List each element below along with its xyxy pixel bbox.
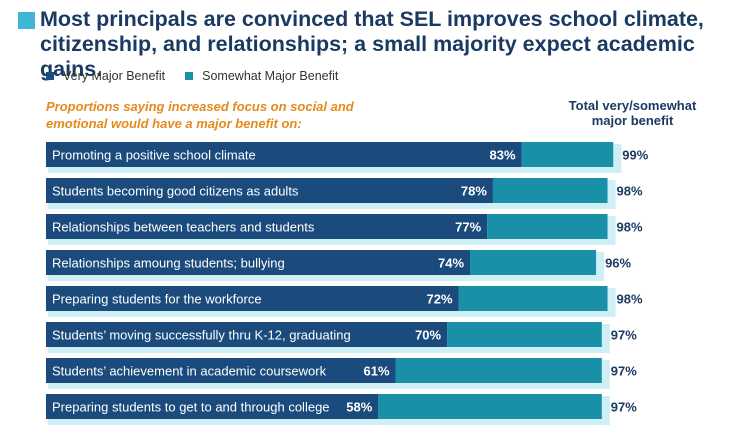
bar-somewhat-major <box>521 142 614 167</box>
very-value-label: 58% <box>346 400 372 415</box>
category-label: Relationships between teachers and stude… <box>52 220 315 235</box>
legend: Very Major Benefit Somewhat Major Benefi… <box>46 69 358 83</box>
chart-subtitle: Proportions saying increased focus on so… <box>46 98 406 132</box>
total-value-label: 97% <box>611 400 637 415</box>
very-value-label: 72% <box>427 292 453 307</box>
bar-somewhat-major <box>395 358 602 383</box>
very-value-label: 78% <box>461 184 487 199</box>
category-label: Students becoming good citizens as adult… <box>52 184 299 199</box>
very-value-label: 70% <box>415 328 441 343</box>
bar-very-major <box>46 178 493 203</box>
bar-very-major <box>46 214 488 239</box>
bar-somewhat-major <box>447 322 602 347</box>
very-value-label: 77% <box>455 220 481 235</box>
legend-label-very: Very Major Benefit <box>63 69 166 83</box>
chart-title: Most principals are convinced that SEL i… <box>40 7 704 81</box>
bar-very-major <box>46 322 448 347</box>
subtitle-bold: major benefit <box>196 116 278 131</box>
legend-label-somewhat: Somewhat Major Benefit <box>202 69 339 83</box>
legend-swatch-very <box>46 72 54 80</box>
total-value-label: 99% <box>622 148 648 163</box>
subtitle-pre: Proportions saying increased focus on so… <box>46 99 354 131</box>
category-label: Preparing students to get to and through… <box>52 400 330 415</box>
category-label: Relationships amoung students; bullying <box>52 256 285 271</box>
very-value-label: 74% <box>438 256 464 271</box>
legend-swatch-somewhat <box>185 72 194 80</box>
bar-somewhat-major <box>458 286 608 311</box>
total-header: Total very/somewhat major benefit <box>560 98 705 128</box>
very-value-label: 83% <box>490 148 516 163</box>
very-value-label: 61% <box>363 364 389 379</box>
bar-somewhat-major <box>470 250 597 275</box>
total-header-line2: major benefit <box>591 113 674 128</box>
total-value-label: 96% <box>605 256 631 271</box>
bar-somewhat-major <box>487 214 608 239</box>
bar-very-major <box>46 142 522 167</box>
category-label: Preparing students for the workforce <box>52 292 262 307</box>
category-label: Students’ moving successfully thru K-12,… <box>52 328 351 343</box>
category-label: Students’ achievement in academic course… <box>52 364 327 379</box>
bar-very-major <box>46 286 459 311</box>
title-square-icon <box>18 12 35 29</box>
total-value-label: 98% <box>617 184 643 199</box>
total-header-line1: Total very/somewhat <box>568 98 697 113</box>
title-block: Most principals are convinced that SEL i… <box>18 7 718 82</box>
subtitle-post: on: <box>277 116 302 131</box>
bar-very-major <box>46 394 379 419</box>
bar-somewhat-major <box>378 394 602 419</box>
legend-item-somewhat: Somewhat Major Benefit <box>185 69 338 83</box>
total-value-label: 98% <box>617 220 643 235</box>
bar-somewhat-major <box>492 178 608 203</box>
total-value-label: 97% <box>611 328 637 343</box>
total-value-label: 98% <box>617 292 643 307</box>
legend-item-very: Very Major Benefit <box>46 69 165 83</box>
category-label: Promoting a positive school climate <box>52 148 256 163</box>
bar-very-major <box>46 358 396 383</box>
total-value-label: 97% <box>611 364 637 379</box>
bar-very-major <box>46 250 471 275</box>
